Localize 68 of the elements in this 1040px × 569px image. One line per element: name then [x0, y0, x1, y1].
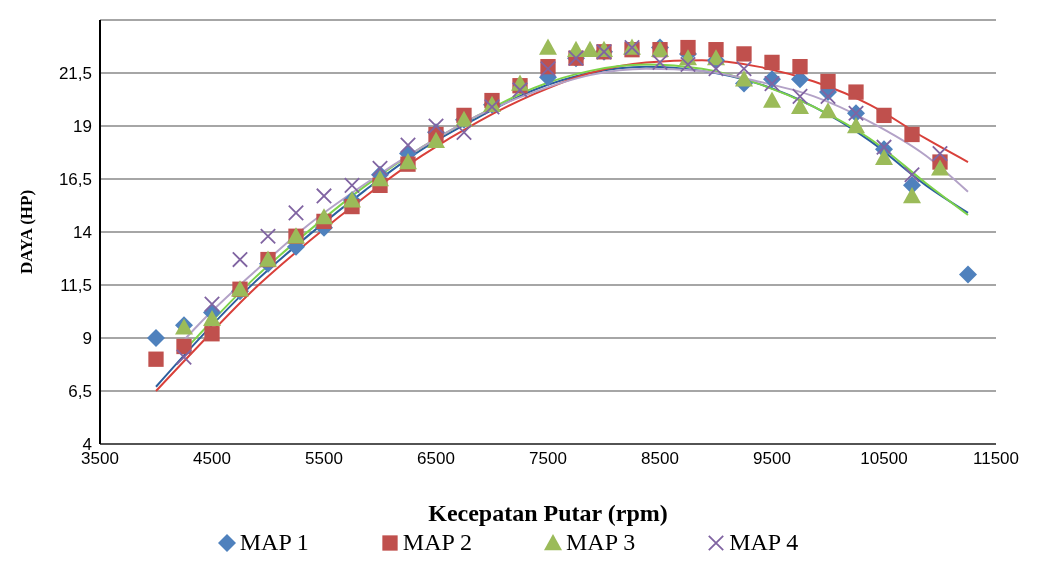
- point: [259, 228, 277, 245]
- y-tick-label: 6,5: [68, 382, 92, 402]
- point: [147, 329, 165, 347]
- point: [791, 88, 809, 105]
- point: [763, 91, 781, 108]
- y-tick-label: 19: [73, 117, 92, 137]
- x-tick-label: 4500: [193, 449, 231, 469]
- point: [903, 186, 921, 204]
- point: [148, 351, 164, 367]
- point: [455, 124, 473, 141]
- x-tick-label: 5500: [305, 449, 343, 469]
- x-axis-title: Kecepatan Putar (rpm): [428, 500, 668, 526]
- point: [819, 102, 837, 119]
- point: [203, 295, 221, 313]
- y-tick-label: 16,5: [58, 170, 92, 190]
- point: [204, 326, 220, 342]
- point: [315, 208, 333, 225]
- point: [231, 251, 249, 268]
- point: [931, 159, 949, 176]
- point: [343, 177, 361, 194]
- x-tick-label: 8500: [641, 449, 679, 469]
- point: [847, 117, 865, 134]
- point: [371, 170, 389, 187]
- point: [175, 348, 193, 366]
- point: [427, 131, 445, 149]
- point: [707, 60, 725, 77]
- point: [679, 56, 697, 73]
- point: [903, 166, 921, 183]
- point: [763, 75, 781, 92]
- point: [875, 148, 893, 165]
- point: [735, 60, 753, 77]
- legend-label: MAP 4: [729, 529, 799, 556]
- point: [735, 70, 753, 87]
- x-tick-label: 6500: [417, 449, 455, 469]
- point: [651, 54, 669, 71]
- x-tick-label: 10500: [860, 449, 908, 469]
- point: [511, 81, 529, 99]
- point: [959, 265, 977, 284]
- point: [371, 160, 389, 177]
- legend-label: MAP 1: [239, 529, 309, 556]
- x-tick-label: 11500: [972, 449, 1020, 469]
- y-tick-label: 9: [82, 329, 92, 349]
- point: [581, 40, 599, 57]
- y-tick-label: 21,5: [58, 64, 92, 84]
- point: [764, 54, 780, 71]
- point: [315, 187, 333, 205]
- point: [904, 126, 920, 143]
- point: [427, 117, 445, 135]
- point: [876, 107, 892, 124]
- point: [791, 97, 809, 115]
- x-tick-label: 9500: [753, 449, 791, 469]
- point: [539, 38, 557, 55]
- point: [792, 58, 808, 75]
- point: [399, 136, 417, 154]
- point: [820, 73, 836, 90]
- point: [203, 309, 221, 327]
- point: [819, 88, 837, 105]
- x-tick-label: 7500: [529, 449, 567, 469]
- legend-label: MAP 3: [566, 529, 636, 556]
- y-tick-label: 11,5: [60, 276, 92, 296]
- point: [287, 204, 305, 222]
- point: [848, 84, 864, 100]
- y-tick-label: 14: [73, 223, 92, 243]
- point: [931, 145, 949, 162]
- y-axis-title: DAYA (HP): [17, 189, 37, 275]
- point: [680, 39, 696, 56]
- point: [736, 46, 752, 62]
- legend-label: MAP 2: [402, 529, 472, 556]
